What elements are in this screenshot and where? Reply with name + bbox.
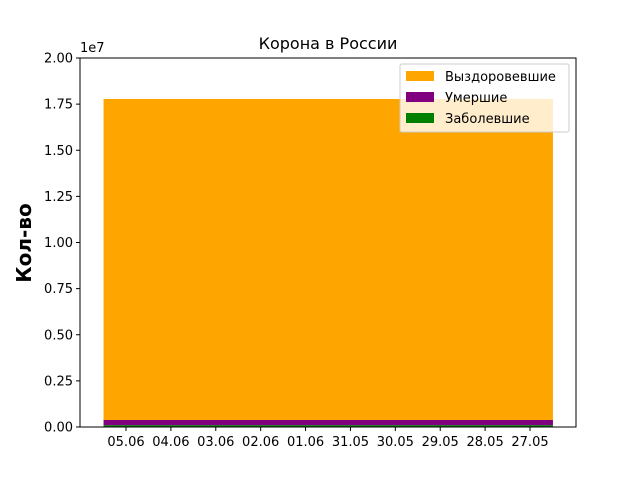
y-axis-label: Кол-во (12, 203, 36, 282)
bar-Выздоровевшие-04.06 (148, 98, 194, 420)
bar-Заболевшие-27.05 (507, 425, 553, 427)
y-tick-label: 0.00 (44, 421, 73, 436)
x-tick-label: 29.05 (422, 435, 459, 450)
bar-Заболевшие-01.06 (283, 425, 329, 427)
x-axis-ticks: 05.06 04.06 03.06 02.06 01.06 31.05 30.05 29.05… (107, 427, 549, 450)
bar-Умершие-01.06 (283, 419, 329, 426)
bar-Умершие-30.05 (372, 419, 419, 426)
y-axis-offset-label: 1e7 (80, 41, 105, 56)
bars-layer (103, 98, 553, 427)
bar-Заболевшие-05.06 (103, 425, 149, 427)
bar-Умершие-03.06 (193, 419, 239, 426)
x-tick-label: 02.06 (242, 435, 279, 450)
y-tick-label: 0.75 (44, 282, 73, 297)
bar-Умершие-04.06 (148, 419, 194, 426)
x-tick-label: 30.05 (377, 435, 414, 450)
bar-Умершие-29.05 (417, 419, 464, 426)
bar-Выздоровевшие-01.06 (283, 98, 329, 420)
x-tick-label: 03.06 (197, 435, 234, 450)
legend: Выздоровевшие Умершие Заболевшие (399, 63, 570, 133)
x-tick-label: 01.06 (287, 435, 324, 450)
bar-Умершие-31.05 (328, 419, 374, 426)
bar-Выздоровевшие-02.06 (238, 98, 284, 420)
bar-Выздоровевшие-30.05 (372, 98, 419, 420)
bar-Выздоровевшие-03.06 (193, 98, 239, 420)
y-tick-label: 0.25 (44, 374, 73, 389)
bar-Заболевшие-28.05 (462, 425, 509, 427)
x-tick-label: 04.06 (152, 435, 189, 450)
bar-Заболевшие-04.06 (148, 425, 194, 427)
legend-swatch (406, 92, 434, 102)
bar-Умершие-27.05 (507, 419, 553, 426)
legend-box (399, 63, 570, 133)
chart-title: Корона в России (259, 34, 398, 53)
bar-Выздоровевшие-31.05 (328, 98, 374, 420)
x-tick-label: 31.05 (332, 435, 369, 450)
bar-Умершие-02.06 (238, 419, 284, 426)
bar-Заболевшие-29.05 (417, 425, 464, 427)
y-tick-label: 1.00 (44, 236, 73, 251)
y-tick-label: 0.50 (44, 328, 73, 343)
legend-swatch (406, 113, 434, 123)
legend-label: Выздоровевшие (445, 70, 556, 85)
bar-Выздоровевшие-28.05 (462, 98, 509, 420)
y-tick-label: 2.00 (44, 52, 73, 67)
legend-swatch (406, 71, 434, 81)
bar-Умершие-28.05 (462, 419, 509, 426)
bar-Заболевшие-31.05 (328, 425, 374, 427)
bar-Заболевшие-02.06 (238, 425, 284, 427)
x-tick-label: 28.05 (467, 435, 504, 450)
legend-label: Заболевшие (445, 112, 530, 127)
y-tick-label: 1.50 (44, 144, 73, 159)
bar-Умершие-05.06 (103, 419, 149, 426)
x-tick-label: 05.06 (107, 435, 144, 450)
bar-Выздоровевшие-29.05 (417, 98, 464, 420)
y-axis-ticks: 0.00 0.25 0.50 0.75 1.00 1.25 1.50 1.75 2.00 (44, 52, 80, 436)
y-tick-label: 1.75 (44, 98, 73, 113)
legend-label: Умершие (445, 91, 507, 106)
bar-Заболевшие-03.06 (193, 425, 239, 427)
bar-Выздоровевшие-27.05 (507, 98, 553, 420)
y-tick-label: 1.25 (44, 190, 73, 205)
x-tick-label: 27.05 (511, 435, 548, 450)
bar-Заболевшие-30.05 (372, 425, 419, 427)
bar-Выздоровевшие-05.06 (103, 98, 149, 420)
